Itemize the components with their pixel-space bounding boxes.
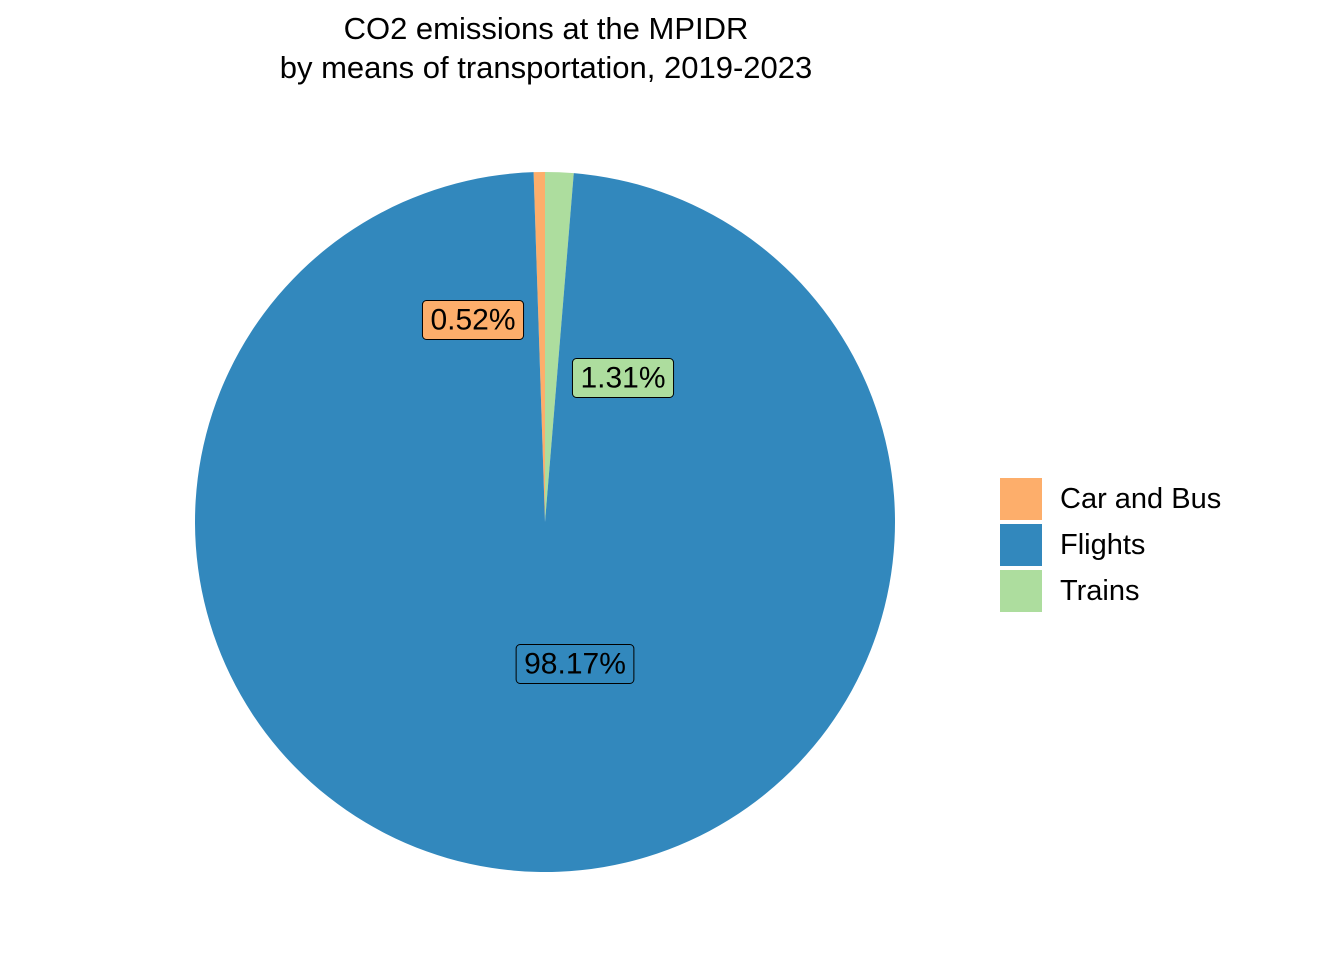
legend-item-flights: Flights [1000, 522, 1221, 568]
pie-slice-trains [545, 172, 574, 522]
legend-label-car-and-bus: Car and Bus [1060, 482, 1222, 515]
legend-swatch-trains [1000, 570, 1042, 612]
legend-item-car-and-bus: Car and Bus [1000, 476, 1221, 522]
legend-swatch-car-and-bus [1000, 478, 1042, 520]
legend-label-trains: Trains [1060, 574, 1140, 607]
legend-swatch-flights [1000, 524, 1042, 566]
data-label-text-car-and-bus: 0.52% [430, 304, 515, 337]
data-label-text-flights: 98.17% [524, 648, 626, 681]
pie-slice-car-and-bus [533, 172, 545, 522]
data-label-box-car-and-bus [421, 300, 525, 340]
chart-subtitle: by means of transportation, 2019-2023 [279, 50, 813, 85]
data-label-text-trains: 1.31% [580, 362, 665, 395]
data-label-car-and-bus: 0.52% [421, 300, 525, 340]
data-label-box-trains [571, 358, 675, 398]
data-label-trains: 1.31% [571, 358, 675, 398]
legend-item-trains: Trains [1000, 568, 1221, 614]
legend-label-flights: Flights [1060, 528, 1146, 561]
data-label-box-flights [515, 644, 635, 684]
chart-title: CO2 emissions at the MPIDR [343, 11, 749, 46]
pie-slice-flights [195, 172, 896, 873]
data-label-flights: 98.17% [515, 644, 635, 684]
legend: Car and Bus Flights Trains [1000, 476, 1221, 614]
